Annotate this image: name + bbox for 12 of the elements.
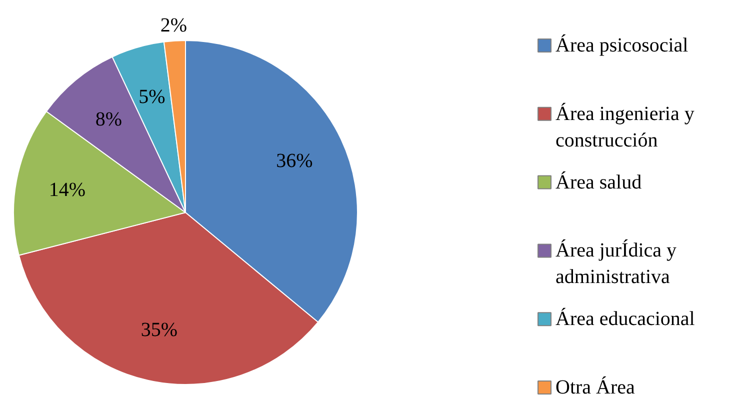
data-label: 8% [95,108,122,131]
data-label: 5% [138,86,166,108]
legend-label: Otra Área [556,376,636,398]
legend-label: Área jurÍdica y administrativa [556,238,677,288]
data-label: 36% [276,150,313,172]
data-label: 35% [140,319,178,341]
legend-label: Área ingenieria y construcción [556,102,694,152]
legend-label: Área educacional [556,307,696,330]
legend-label: Área salud [556,170,642,194]
data-label: 2% [160,14,188,36]
legend-label: Área psicosocial [556,34,689,56]
data-label: 14% [48,178,86,201]
